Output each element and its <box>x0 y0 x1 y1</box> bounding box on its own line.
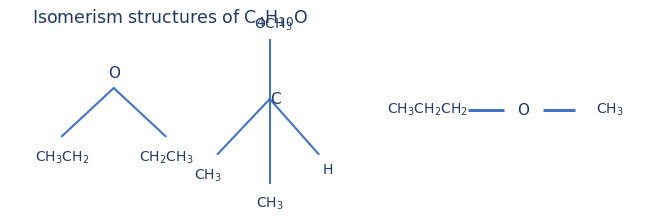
Text: CH$_3$CH$_2$: CH$_3$CH$_2$ <box>34 150 89 166</box>
Text: CH$_3$CH$_2$CH$_2$: CH$_3$CH$_2$CH$_2$ <box>387 102 468 118</box>
Text: CH$_2$CH$_3$: CH$_2$CH$_3$ <box>138 150 193 166</box>
Text: CH$_3$: CH$_3$ <box>596 102 624 118</box>
Text: C: C <box>270 92 280 106</box>
Text: H: H <box>323 163 333 177</box>
Text: Isomerism structures of C$_4$H$_{10}$O: Isomerism structures of C$_4$H$_{10}$O <box>32 7 309 28</box>
Text: OCH$_3$: OCH$_3$ <box>254 16 292 33</box>
Text: O: O <box>517 103 529 117</box>
Text: O: O <box>108 66 120 81</box>
Text: CH$_3$: CH$_3$ <box>256 196 283 212</box>
Text: CH$_3$: CH$_3$ <box>194 167 222 184</box>
